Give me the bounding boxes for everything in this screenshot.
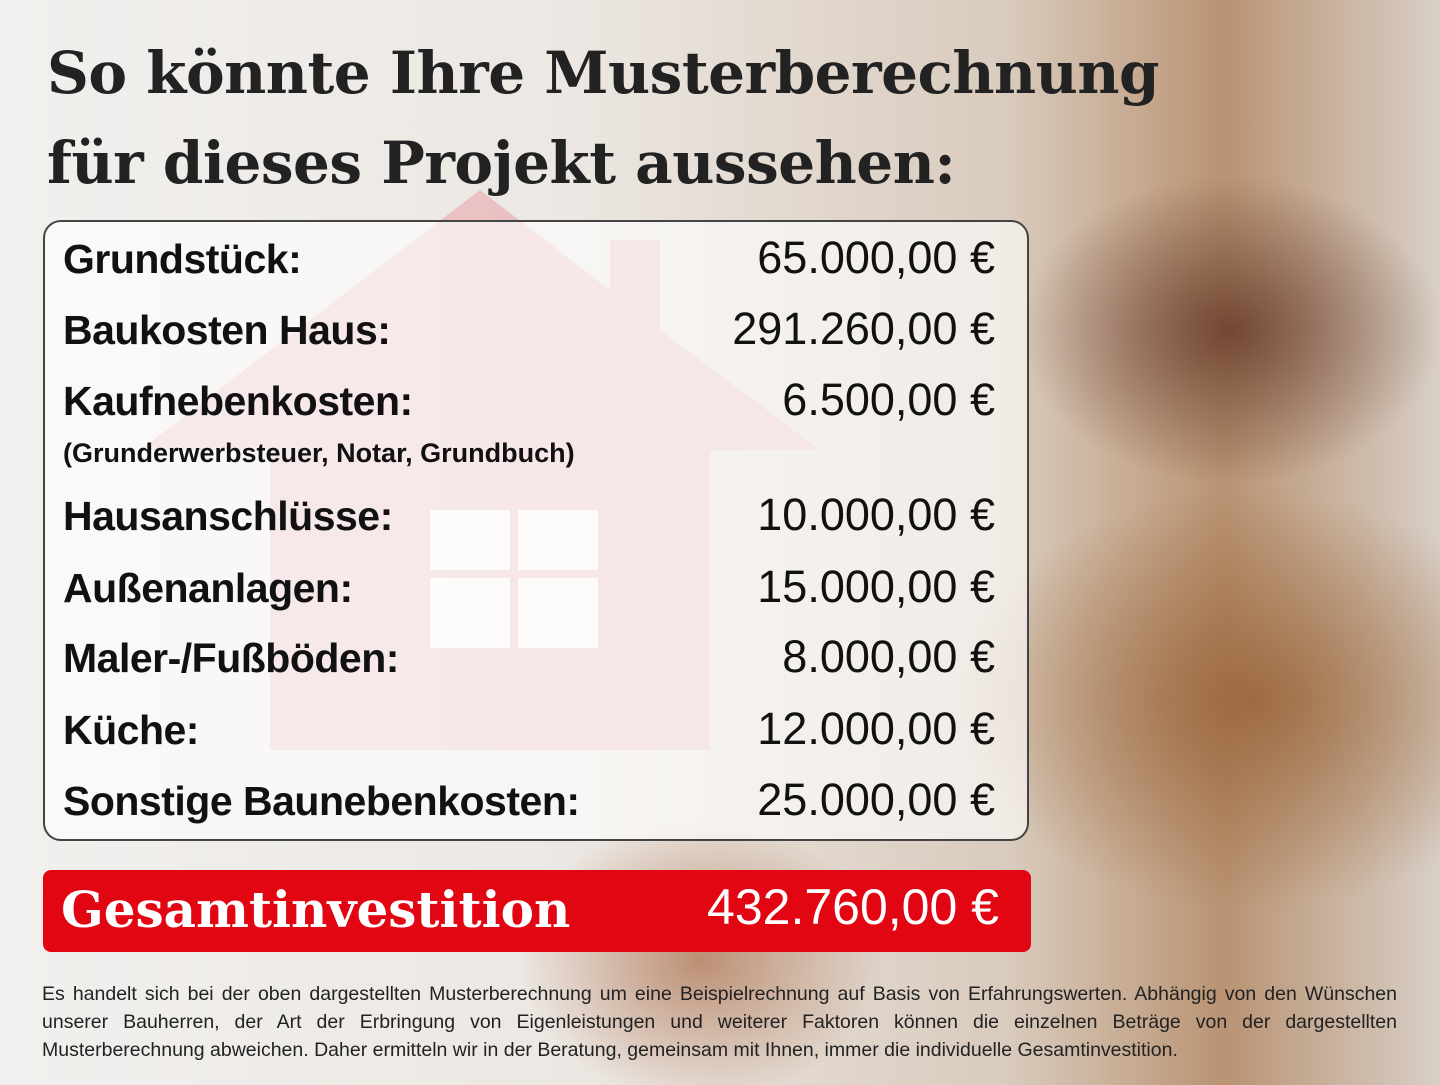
cost-label: Baukosten Haus:: [63, 307, 391, 353]
cost-row: Baukosten Haus: 291.260,00 €: [63, 303, 995, 355]
cost-row: Kaufnebenkosten: 6.500,00 €: [63, 374, 995, 426]
cost-value: 10.000,00 €: [757, 489, 995, 540]
cost-label: Außenanlagen:: [63, 565, 353, 611]
page-title: So könnte Ihre Musterberechnung für dies…: [47, 28, 1160, 208]
cost-row: Küche: 12.000,00 €: [63, 703, 995, 755]
cost-value: 15.000,00 €: [757, 561, 995, 612]
cost-value: 65.000,00 €: [757, 232, 995, 283]
cost-label: Maler-/Fußböden:: [63, 635, 399, 681]
cost-value: 12.000,00 €: [757, 703, 995, 754]
cost-row: Außenanlagen: 15.000,00 €: [63, 561, 995, 613]
title-line-1: So könnte Ihre Musterberechnung: [47, 39, 1160, 107]
cost-value: 6.500,00 €: [782, 374, 995, 425]
cost-value: 25.000,00 €: [757, 774, 995, 825]
total-bar: Gesamtinvestition 432.760,00 €: [43, 870, 1031, 952]
cost-label: Grundstück:: [63, 236, 302, 282]
title-line-2: für dieses Projekt aussehen:: [47, 129, 956, 197]
cost-row: Sonstige Baunebenkosten: 25.000,00 €: [63, 774, 995, 826]
cost-note: (Grunderwerbsteuer, Notar, Grundbuch): [63, 438, 575, 468]
cost-row: Grundstück: 65.000,00 €: [63, 232, 995, 284]
cost-label: Sonstige Baunebenkosten:: [63, 778, 580, 824]
cost-row: Maler-/Fußböden: 8.000,00 €: [63, 631, 995, 683]
cost-label: Kaufnebenkosten:: [63, 378, 413, 424]
total-value: 432.760,00 €: [707, 879, 999, 935]
cost-value: 8.000,00 €: [782, 631, 995, 682]
cost-table: Grundstück: 65.000,00 € Baukosten Haus: 29…: [43, 220, 1029, 841]
cost-label: Küche:: [63, 707, 199, 753]
disclaimer: Es handelt sich bei der oben dargestellt…: [42, 983, 1397, 1061]
total-label: Gesamtinvestition: [61, 880, 571, 939]
cost-value: 291.260,00 €: [732, 303, 995, 354]
cost-row: Hausanschlüsse: 10.000,00 €: [63, 489, 995, 541]
cost-label: Hausanschlüsse:: [63, 493, 393, 539]
